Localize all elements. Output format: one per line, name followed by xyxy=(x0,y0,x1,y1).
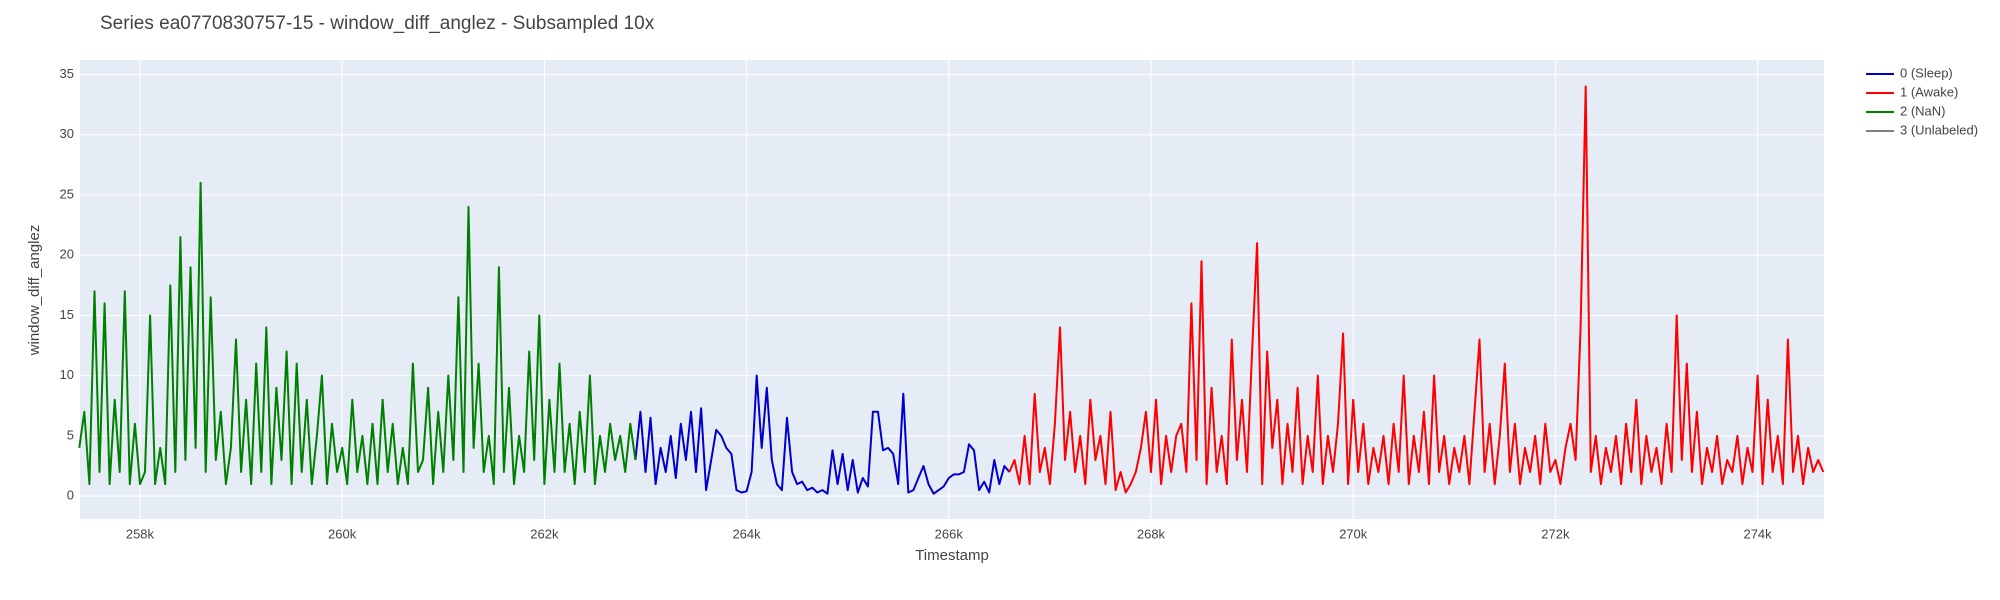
y-axis-title: window_diff_anglez xyxy=(26,225,43,357)
y-tick-label: 35 xyxy=(60,66,74,81)
y-tick-label: 25 xyxy=(60,186,74,201)
legend-label: 1 (Awake) xyxy=(1900,84,1958,99)
legend-label: 3 (Unlabeled) xyxy=(1900,122,1978,137)
y-tick-label: 15 xyxy=(60,307,74,322)
data-line xyxy=(78,181,637,486)
y-tick-label: 20 xyxy=(60,247,74,262)
x-tick-label: 258k xyxy=(126,526,155,541)
x-tick-label: 272k xyxy=(1541,526,1570,541)
data-line xyxy=(634,374,1011,495)
y-tick-label: 5 xyxy=(67,427,74,442)
y-tick-label: 30 xyxy=(60,126,74,141)
x-tick-label: 268k xyxy=(1137,526,1166,541)
x-tick-label: 270k xyxy=(1339,526,1368,541)
y-tick-label: 10 xyxy=(60,367,74,382)
y-tick-label: 0 xyxy=(67,488,74,503)
x-tick-label: 266k xyxy=(935,526,964,541)
x-tick-label: 262k xyxy=(530,526,559,541)
x-tick-label: 274k xyxy=(1743,526,1772,541)
x-tick-label: 264k xyxy=(732,526,761,541)
chart-title: Series ea0770830757-15 - window_diff_ang… xyxy=(100,13,655,34)
x-tick-label: 260k xyxy=(328,526,357,541)
legend-label: 0 (Sleep) xyxy=(1900,65,1953,80)
x-axis-title: Timestamp xyxy=(915,547,989,564)
data-line xyxy=(1008,85,1825,494)
legend-label: 2 (NaN) xyxy=(1900,103,1946,118)
